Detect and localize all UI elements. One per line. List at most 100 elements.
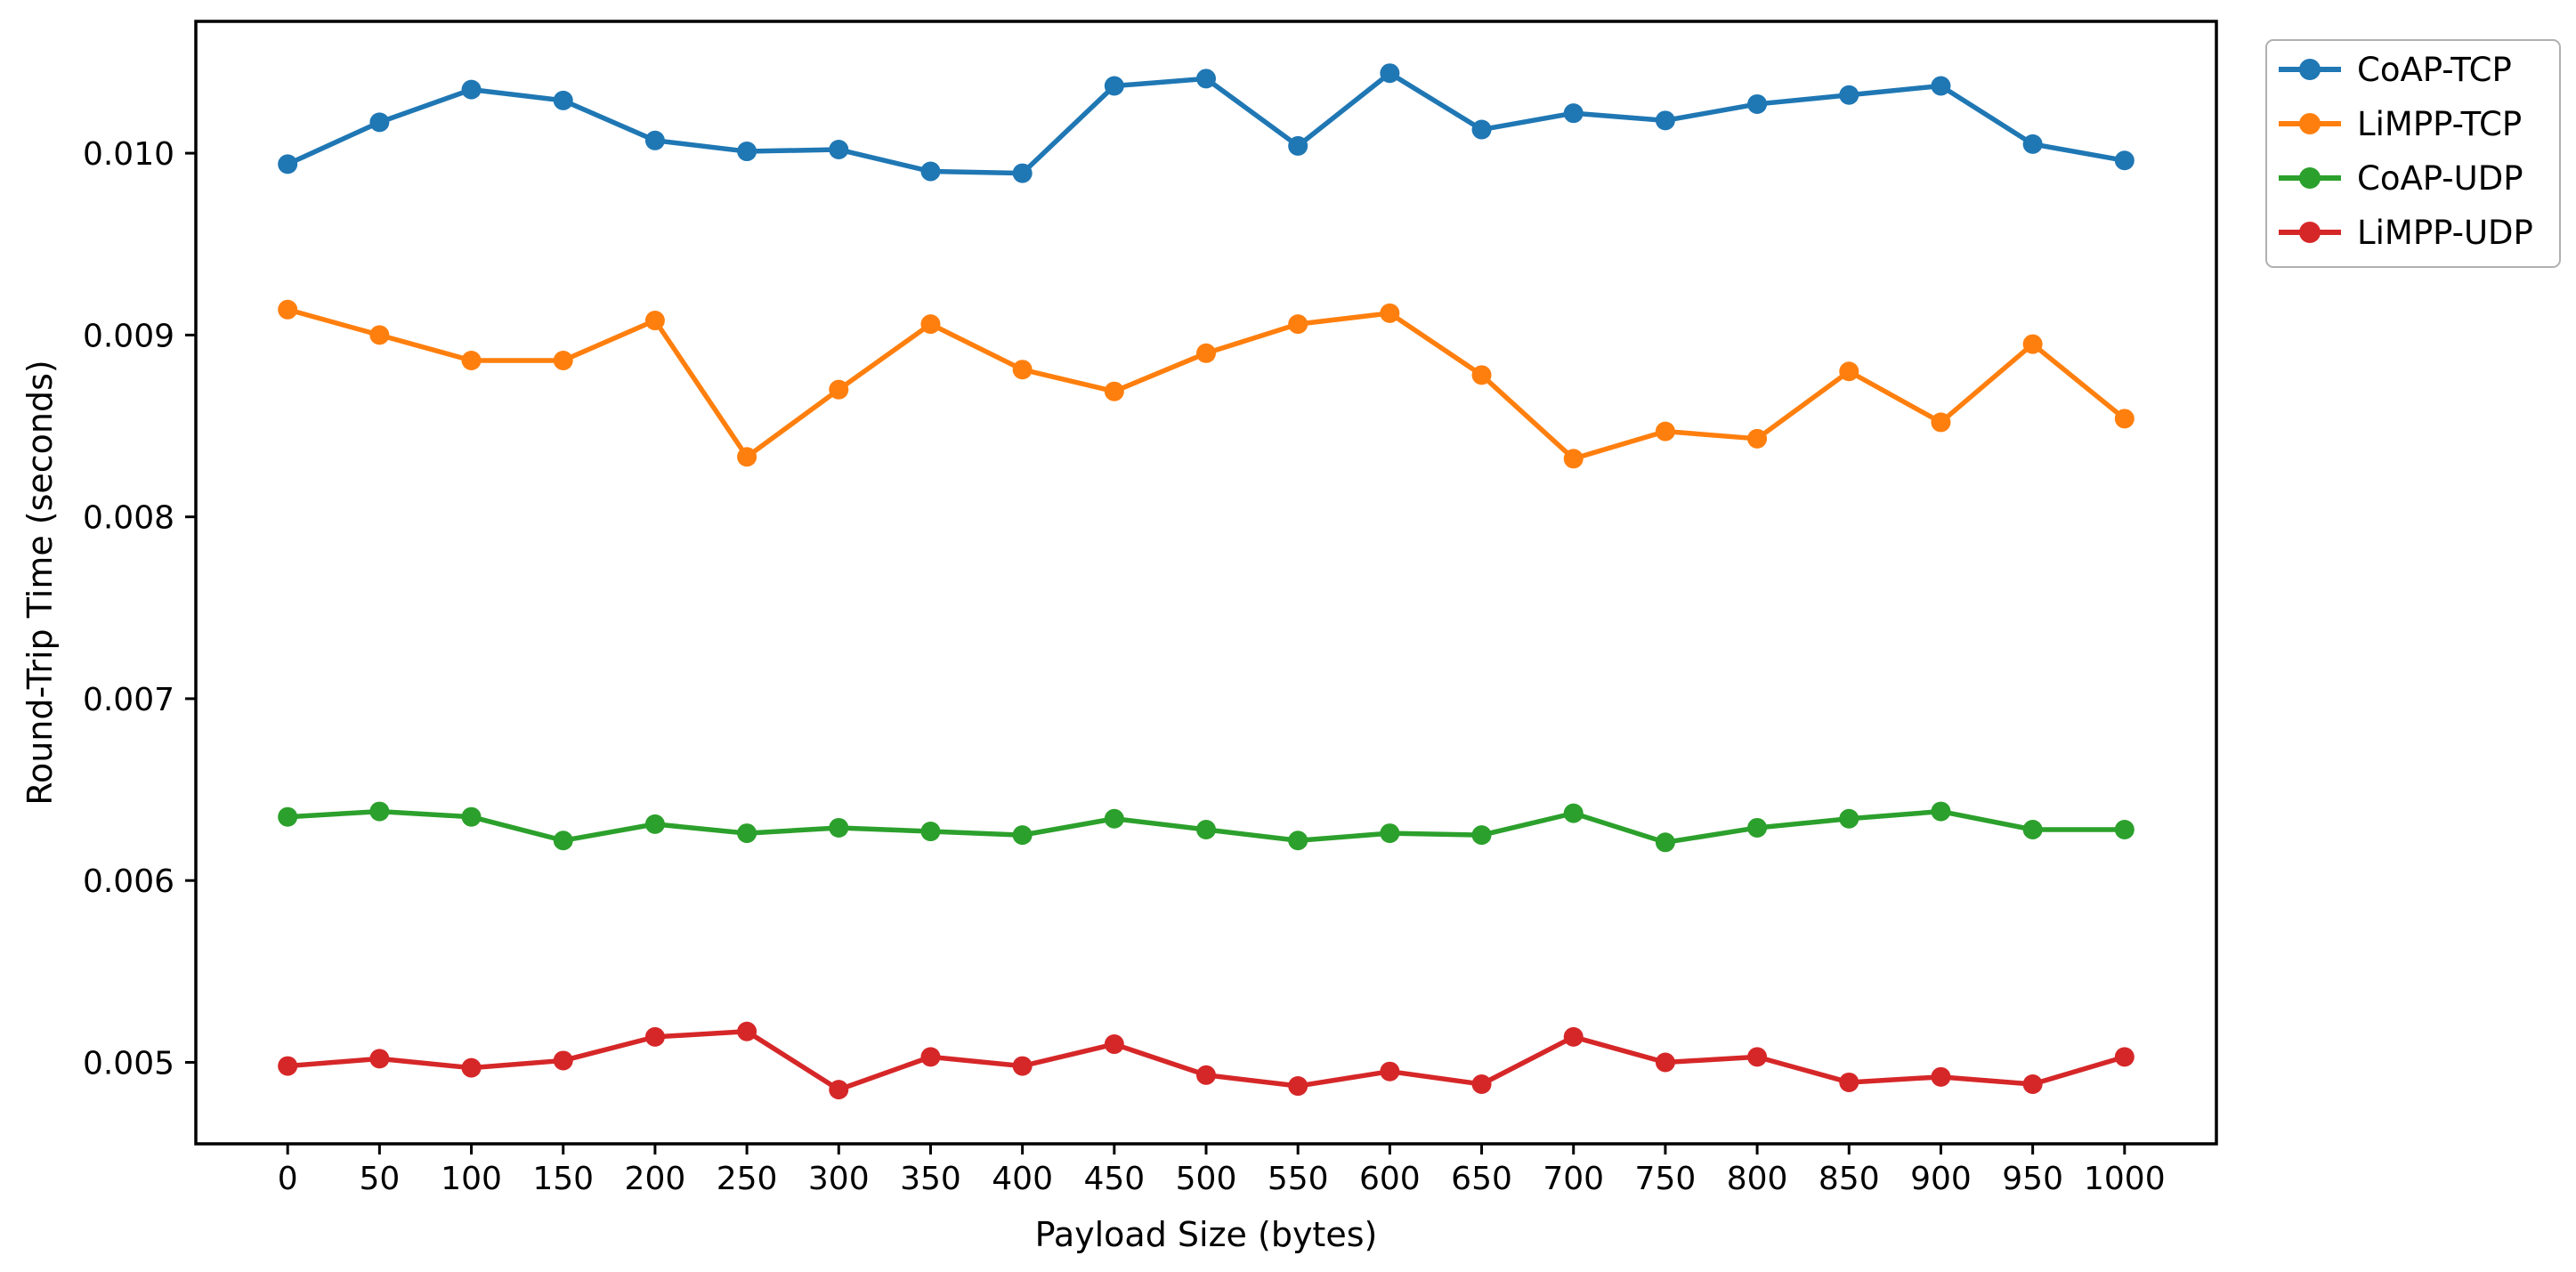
legend-box bbox=[2265, 39, 2561, 268]
y-tick-label: 0.006 bbox=[83, 863, 174, 900]
data-point-marker-limpp-udp bbox=[461, 1057, 482, 1078]
data-point-marker-coap-udp bbox=[1839, 808, 1859, 829]
data-point-marker-limpp-tcp bbox=[2114, 409, 2135, 429]
data-point-marker-coap-tcp bbox=[1288, 135, 1308, 156]
data-point-marker-limpp-udp bbox=[2022, 1074, 2043, 1094]
legend-label: CoAP-UDP bbox=[2357, 159, 2523, 198]
data-point-marker-limpp-tcp bbox=[553, 350, 573, 370]
x-tick-label: 150 bbox=[532, 1161, 594, 1197]
data-point-marker-limpp-tcp bbox=[461, 350, 482, 370]
data-point-marker-limpp-tcp bbox=[644, 311, 665, 331]
x-tick-label: 700 bbox=[1543, 1161, 1604, 1197]
legend-sample-marker bbox=[2299, 59, 2321, 80]
data-point-marker-limpp-udp bbox=[1288, 1076, 1308, 1097]
data-point-marker-coap-tcp bbox=[829, 140, 849, 160]
data-point-marker-limpp-udp bbox=[1471, 1074, 1492, 1094]
y-tick-label: 0.008 bbox=[83, 500, 174, 537]
legend-item-limpp-tcp: LiMPP-TCP bbox=[2279, 105, 2522, 143]
data-point-marker-limpp-udp bbox=[1104, 1034, 1124, 1055]
legend-sample-marker bbox=[2299, 113, 2321, 134]
x-tick-label: 650 bbox=[1451, 1161, 1512, 1197]
data-point-marker-coap-udp bbox=[1471, 825, 1492, 846]
x-tick-label: 0 bbox=[278, 1161, 298, 1197]
data-point-marker-limpp-tcp bbox=[1471, 365, 1492, 385]
data-point-marker-limpp-tcp bbox=[1839, 361, 1859, 382]
data-point-marker-limpp-tcp bbox=[1012, 360, 1033, 380]
data-point-marker-coap-udp bbox=[644, 814, 665, 834]
data-point-marker-limpp-tcp bbox=[1380, 303, 1400, 323]
x-tick-label: 50 bbox=[359, 1161, 400, 1197]
data-point-marker-limpp-udp bbox=[553, 1050, 573, 1071]
data-point-marker-coap-udp bbox=[1104, 808, 1124, 829]
y-tick-label: 0.010 bbox=[83, 136, 174, 173]
legend-item-limpp-udp: LiMPP-UDP bbox=[2279, 214, 2533, 252]
data-point-marker-coap-tcp bbox=[1839, 85, 1859, 105]
x-tick-label: 450 bbox=[1083, 1161, 1145, 1197]
x-tick-label: 750 bbox=[1635, 1161, 1697, 1197]
data-point-marker-coap-tcp bbox=[920, 161, 941, 182]
x-tick-label: 950 bbox=[2002, 1161, 2063, 1197]
data-point-marker-coap-udp bbox=[1380, 823, 1400, 844]
x-tick-label: 250 bbox=[717, 1161, 778, 1197]
data-point-marker-coap-tcp bbox=[553, 90, 573, 110]
x-tick-label: 350 bbox=[900, 1161, 961, 1197]
plot-border bbox=[194, 20, 2218, 1146]
data-point-marker-limpp-tcp bbox=[369, 325, 390, 345]
data-point-marker-coap-tcp bbox=[737, 142, 757, 162]
data-point-marker-limpp-tcp bbox=[1931, 412, 1951, 433]
legend-label: LiMPP-TCP bbox=[2357, 105, 2522, 143]
x-tick-label: 800 bbox=[1727, 1161, 1788, 1197]
data-point-marker-coap-udp bbox=[829, 817, 849, 838]
data-point-marker-coap-udp bbox=[737, 823, 757, 844]
data-point-marker-coap-tcp bbox=[1471, 119, 1492, 140]
data-point-marker-limpp-udp bbox=[920, 1047, 941, 1067]
data-point-marker-coap-udp bbox=[553, 830, 573, 851]
data-point-marker-coap-udp bbox=[1288, 830, 1308, 851]
x-axis-label: Payload Size (bytes) bbox=[1035, 1215, 1378, 1254]
data-point-marker-limpp-udp bbox=[2114, 1047, 2135, 1067]
data-point-marker-limpp-udp bbox=[829, 1080, 849, 1100]
data-point-marker-limpp-tcp bbox=[737, 447, 757, 467]
data-point-marker-coap-udp bbox=[1655, 832, 1675, 853]
data-point-marker-limpp-udp bbox=[1655, 1052, 1675, 1073]
legend-label: LiMPP-UDP bbox=[2357, 214, 2533, 252]
data-point-marker-limpp-udp bbox=[1931, 1066, 1951, 1087]
data-point-marker-limpp-udp bbox=[1563, 1026, 1584, 1047]
data-point-marker-coap-tcp bbox=[2022, 134, 2043, 154]
data-point-marker-coap-udp bbox=[461, 806, 482, 827]
data-point-marker-coap-tcp bbox=[1196, 69, 1216, 89]
data-point-marker-limpp-udp bbox=[1839, 1072, 1859, 1092]
data-point-marker-coap-tcp bbox=[1104, 76, 1124, 96]
data-point-marker-coap-udp bbox=[1196, 820, 1216, 840]
data-point-marker-limpp-tcp bbox=[1747, 428, 1768, 449]
data-point-marker-limpp-udp bbox=[369, 1049, 390, 1069]
data-point-marker-limpp-tcp bbox=[1288, 314, 1308, 335]
legend-label: CoAP-TCP bbox=[2357, 51, 2512, 89]
data-point-marker-limpp-tcp bbox=[1563, 449, 1584, 469]
data-point-marker-coap-tcp bbox=[1012, 163, 1033, 183]
data-point-marker-coap-tcp bbox=[1747, 93, 1768, 114]
data-point-marker-limpp-udp bbox=[278, 1056, 298, 1076]
x-tick-label: 550 bbox=[1268, 1161, 1329, 1197]
data-point-marker-coap-udp bbox=[1931, 801, 1951, 822]
data-point-marker-coap-udp bbox=[1012, 825, 1033, 846]
legend-item-coap-tcp: CoAP-TCP bbox=[2279, 51, 2512, 89]
data-point-marker-limpp-udp bbox=[737, 1021, 757, 1041]
data-point-marker-coap-tcp bbox=[278, 154, 298, 174]
y-axis-label: Round-Trip Time (seconds) bbox=[20, 360, 60, 806]
data-point-marker-coap-tcp bbox=[644, 130, 665, 150]
data-point-marker-coap-udp bbox=[920, 822, 941, 842]
x-tick-label: 600 bbox=[1359, 1161, 1421, 1197]
x-tick-label: 300 bbox=[808, 1161, 870, 1197]
x-tick-label: 400 bbox=[992, 1161, 1053, 1197]
data-point-marker-coap-tcp bbox=[1655, 110, 1675, 131]
legend-sample-marker bbox=[2299, 167, 2321, 189]
data-point-marker-coap-tcp bbox=[2114, 150, 2135, 171]
legend-item-coap-udp: CoAP-UDP bbox=[2279, 159, 2523, 198]
y-tick-label: 0.007 bbox=[83, 682, 174, 718]
x-tick-label: 500 bbox=[1176, 1161, 1237, 1197]
y-tick-label: 0.009 bbox=[83, 318, 174, 354]
x-tick-label: 900 bbox=[1910, 1161, 1972, 1197]
data-point-marker-coap-udp bbox=[2022, 820, 2043, 840]
